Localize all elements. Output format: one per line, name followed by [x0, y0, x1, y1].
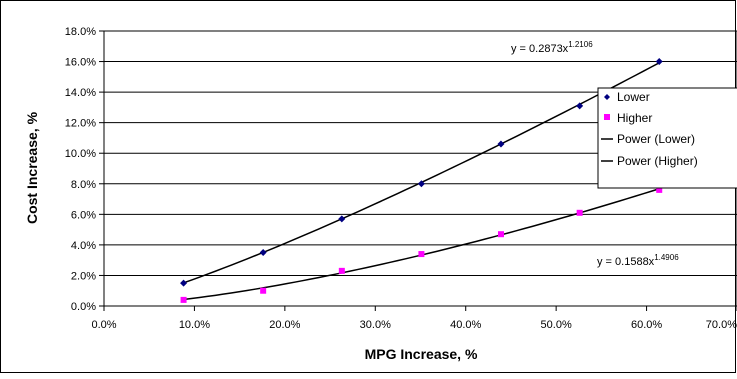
x-tick-label: 20.0% — [269, 319, 300, 331]
x-axis-title: MPG Increase, % — [365, 346, 478, 362]
marker-higher — [497, 231, 504, 238]
equation-lower-base: y = 0.2873x — [511, 43, 569, 55]
y-tick-label: 0.0% — [71, 301, 96, 313]
legend: Lower Higher Power (Lower) Power (Higher… — [597, 87, 737, 189]
equation-lower-exponent: 1.2106 — [568, 40, 593, 49]
marker-lower — [417, 180, 425, 188]
trendline-power-higher — [183, 188, 660, 301]
y-axis-title: Cost Increase, % — [24, 111, 40, 224]
legend-lower-label: Lower — [617, 90, 650, 104]
y-tick-label: 4.0% — [71, 240, 96, 252]
x-tick-label: 10.0% — [179, 319, 210, 331]
y-tick-label: 8.0% — [71, 179, 96, 191]
svg-text:y = 0.2873x1.2106: y = 0.2873x1.2106 — [511, 40, 593, 55]
equation-higher-base: y = 0.1588x — [597, 256, 655, 268]
marker-lower — [576, 102, 584, 110]
equation-higher: y = 0.1588x1.4906 — [597, 253, 679, 268]
x-tick-label: 70.0% — [706, 319, 737, 331]
y-tick-label: 2.0% — [71, 270, 96, 282]
marker-lower — [655, 58, 663, 66]
x-tick-label: 40.0% — [450, 319, 481, 331]
equation-lower: y = 0.2873x1.2106 — [511, 40, 593, 55]
x-tick-label: 0.0% — [91, 319, 116, 331]
x-tick-label: 60.0% — [631, 319, 662, 331]
legend-power-higher-label: Power (Higher) — [617, 154, 698, 168]
y-tick-label: 10.0% — [65, 148, 96, 160]
marker-lower — [259, 249, 267, 257]
marker-higher — [338, 267, 345, 274]
marker-higher — [418, 251, 425, 258]
x-tick-label: 50.0% — [541, 319, 572, 331]
y-tick-label: 6.0% — [71, 209, 96, 221]
marker-higher — [260, 287, 267, 294]
y-tick-label: 12.0% — [65, 118, 96, 130]
trendline-power-lower — [183, 62, 660, 284]
marker-higher — [180, 296, 187, 303]
svg-text:y = 0.1588x1.4906: y = 0.1588x1.4906 — [597, 253, 679, 268]
legend-power-lower-label: Power (Lower) — [617, 132, 695, 146]
data-markers — [180, 58, 663, 303]
y-tick-label: 14.0% — [65, 87, 96, 99]
plot-area — [103, 30, 737, 307]
tick-labels: 0.0% 2.0% 4.0% 6.0% 8.0% 10.0% 12.0% 14.0% 16.0%… — [65, 26, 737, 331]
x-tick-label: 30.0% — [360, 319, 391, 331]
legend-lower-diamond — [604, 94, 610, 100]
marker-lower — [180, 279, 188, 287]
y-tick-label: 16.0% — [65, 57, 96, 69]
marker-higher — [576, 209, 583, 216]
marker-lower — [338, 215, 346, 223]
y-tick-label: 18.0% — [65, 26, 96, 38]
legend-higher-square — [604, 114, 610, 120]
legend-box — [597, 87, 737, 189]
marker-lower — [497, 140, 505, 148]
marker-higher — [656, 186, 663, 193]
legend-higher-label: Higher — [617, 111, 652, 125]
equation-higher-exponent: 1.4906 — [654, 253, 679, 262]
